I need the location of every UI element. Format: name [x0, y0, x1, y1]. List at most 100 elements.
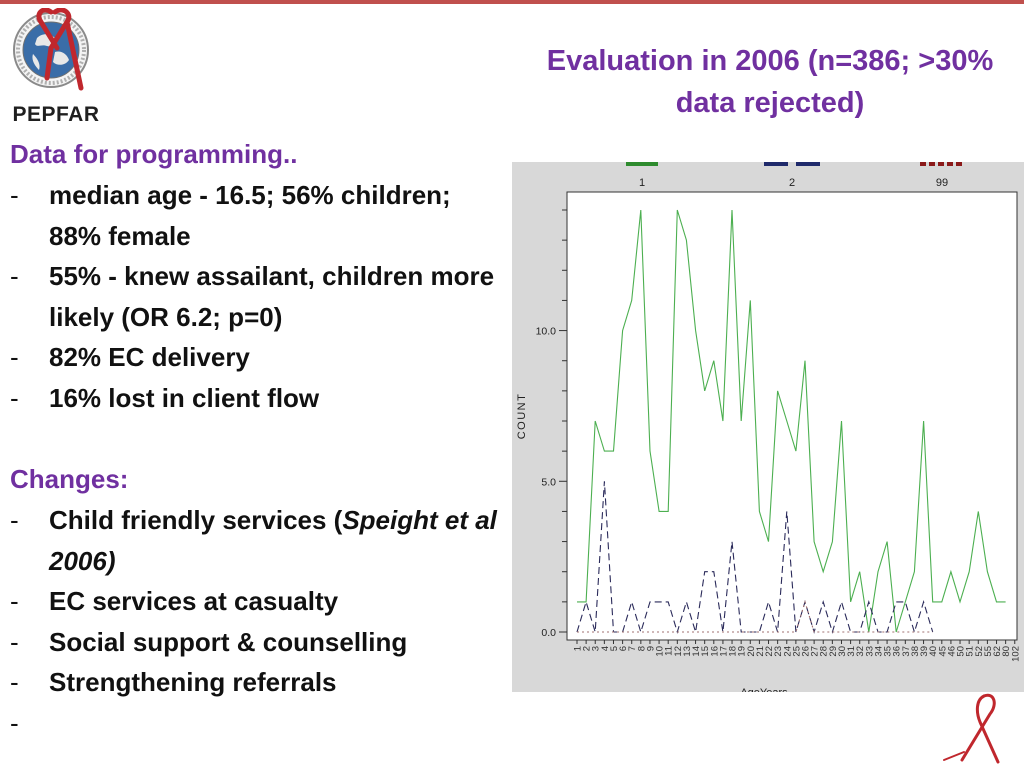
bullet-dash: - [10, 586, 19, 616]
x-tick-label: 18 [728, 646, 739, 657]
legend-swatch [929, 162, 935, 166]
title-line-2: data rejected) [675, 87, 865, 119]
changes-bullet-2: - EC services at casualty [10, 581, 500, 622]
bullet-text: Child friendly services ( [49, 505, 343, 535]
bullet-text: Strengthening referrals [49, 667, 337, 697]
x-tick-label: 102 [1010, 646, 1021, 662]
x-tick-label: 39 [919, 646, 930, 657]
y-tick-label: 10.0 [536, 326, 557, 338]
x-tick-label: 52 [974, 646, 985, 657]
bullet-dash: - [10, 261, 19, 291]
programming-bullet-1: - median age - 16.5; 56% children; 88% fe… [10, 175, 500, 256]
age-count-chart: 1 2 99 0.0 5.0 10.0 COUNT 1 2 3 4 5 6 7 8 9 10 11 12 13 14 15… [512, 162, 1024, 692]
bullet-text: median age - 16.5; 56% children; 88% fem… [49, 180, 451, 251]
x-tick-label: 12 [673, 646, 684, 657]
bullet-dash: - [10, 180, 19, 210]
legend-swatch [947, 162, 953, 166]
ribbon-icon [943, 693, 1000, 764]
changes-bullet-3: - Social support & counselling [10, 622, 500, 663]
bullet-dash: - [10, 707, 19, 738]
legend-swatch [956, 162, 962, 166]
legend-label: 99 [936, 177, 948, 189]
x-tick-label: 6 [618, 646, 629, 651]
x-tick-label: 27 [810, 646, 821, 657]
x-tick-label: 25 [791, 646, 802, 657]
x-tick-label: 35 [883, 646, 894, 657]
legend-swatch [938, 162, 944, 166]
legend-label: 1 [639, 177, 645, 189]
x-tick-label: 2 [582, 646, 593, 651]
x-tick-label: 28 [819, 646, 830, 657]
x-tick-label: 13 [682, 646, 693, 657]
series-line-99 [577, 599, 933, 633]
x-tick-label: 22 [764, 646, 775, 657]
x-tick-label: 8 [636, 646, 647, 651]
x-tick-label: 62 [992, 646, 1003, 657]
changes-bullet-4: - Strengthening referrals [10, 662, 500, 703]
x-tick-label: 55 [983, 646, 994, 657]
x-tick-label: 9 [645, 646, 656, 651]
x-tick-label: 15 [700, 646, 711, 657]
pepfar-seal-icon [13, 8, 89, 91]
bullet-dash: - [10, 342, 19, 372]
x-tick-label: 21 [755, 646, 766, 657]
x-tick-label: 31 [846, 646, 857, 657]
x-tick-label: 20 [746, 646, 757, 657]
programming-bullet-3: -82% EC delivery [10, 337, 500, 378]
title-line-1: Evaluation in 2006 (n=386; >30% [546, 45, 994, 77]
legend-swatch [796, 162, 820, 166]
x-tick-label: 23 [773, 646, 784, 657]
y-axis-label: COUNT [516, 393, 528, 440]
x-tick-label: 32 [855, 646, 866, 657]
changes-bullet-1: - Child friendly services (Speight et al … [10, 500, 500, 581]
slide-title: Evaluation in 2006 (n=386; >30% data rej… [510, 40, 1024, 124]
programming-heading: Data for programming.. [10, 139, 298, 169]
x-tick-label: 10 [655, 646, 666, 657]
x-tick-label: 1 [573, 646, 584, 651]
x-tick-label: 5 [609, 646, 620, 651]
x-tick-label: 50 [956, 646, 967, 657]
x-tick-label: 45 [937, 646, 948, 657]
x-tick-label: 3 [591, 646, 602, 651]
chart-svg: 1 2 990.05.010.0COUNT123456789101112131415… [516, 162, 1021, 692]
bullet-dash: - [10, 505, 19, 535]
bullet-dash: - [10, 626, 19, 657]
slide-body: Data for programming.. - median age - 16.… [10, 134, 500, 738]
x-tick-label: 30 [837, 646, 848, 657]
bullet-dash: - [10, 667, 19, 697]
x-tick-label: 4 [600, 646, 611, 651]
x-tick-label: 29 [828, 646, 839, 657]
bullet-text: 16% lost in client flow [49, 382, 320, 413]
legend-swatch [764, 162, 788, 166]
top-accent-bar [0, 0, 1024, 4]
bullet-text: 55% - knew assailant, children more like… [49, 261, 495, 332]
bullet-dash: - [10, 382, 19, 413]
x-tick-label: 16 [709, 646, 720, 657]
x-tick-label: 46 [946, 646, 957, 657]
series-line-2 [576, 481, 934, 634]
pepfar-logo: PEPFAR [6, 8, 106, 126]
y-tick-label: 0.0 [541, 627, 556, 639]
x-tick-label: 26 [801, 646, 812, 657]
x-tick-label: 37 [901, 646, 912, 657]
x-tick-label: 19 [737, 646, 748, 657]
x-axis-label: AgeYears [740, 687, 788, 692]
programming-bullet-2: -55% - knew assailant, children more lik… [10, 256, 500, 337]
x-tick-label: 17 [718, 646, 729, 657]
logo-wordmark: PEPFAR [12, 103, 100, 126]
x-tick-label: 24 [782, 646, 793, 657]
legend-swatch [920, 162, 926, 166]
x-tick-label: 38 [910, 646, 921, 657]
y-tick-label: 5.0 [541, 476, 556, 488]
legend-swatch [626, 162, 658, 166]
x-tick-label: 40 [928, 646, 939, 657]
changes-heading: Changes: [10, 464, 129, 494]
x-tick-label: 36 [892, 646, 903, 657]
x-tick-label: 51 [965, 646, 976, 657]
legend-label: 2 [789, 177, 795, 189]
citation-text: Speight et al 2006) [49, 505, 497, 576]
bullet-text: Social support & counselling [49, 626, 408, 657]
x-tick-label: 34 [873, 646, 884, 657]
x-tick-label: 14 [691, 646, 702, 657]
programming-bullet-4: -16% lost in client flow [10, 378, 500, 419]
